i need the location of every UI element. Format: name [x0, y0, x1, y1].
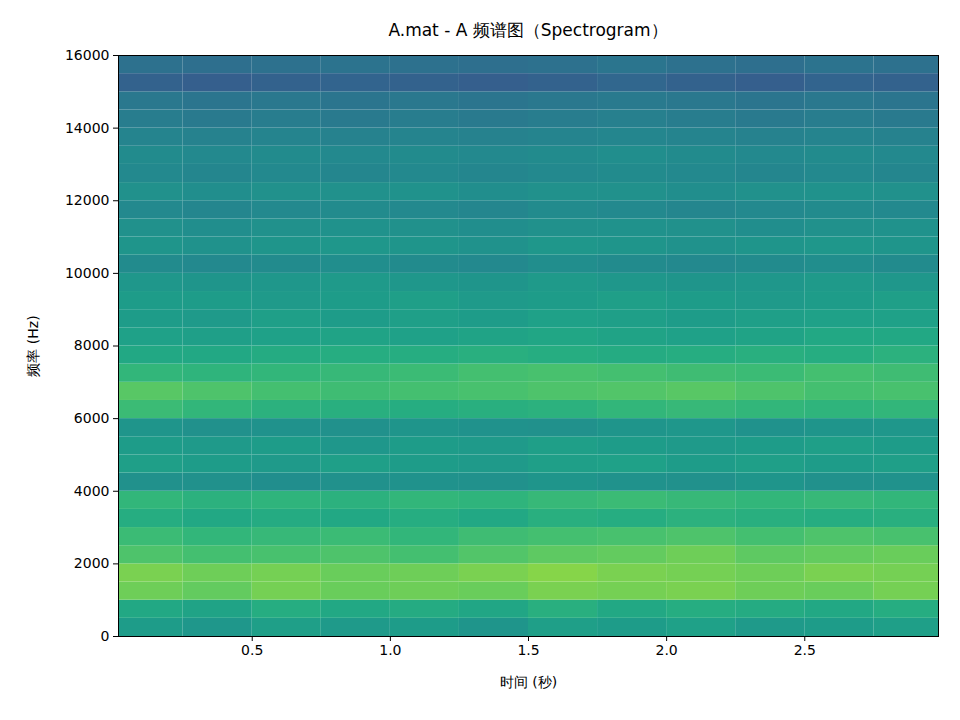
svg-text:4000: 4000 [74, 483, 110, 499]
svg-text:0.5: 0.5 [241, 642, 263, 658]
svg-text:2000: 2000 [74, 555, 110, 571]
svg-text:0: 0 [101, 628, 110, 644]
svg-text:12000: 12000 [65, 192, 110, 208]
svg-text:1.5: 1.5 [517, 642, 539, 658]
svg-text:时间 (秒): 时间 (秒) [500, 674, 557, 690]
svg-text:频率 (Hz): 频率 (Hz) [25, 315, 41, 376]
html-text:A.mat - A 频谱图（Spectrogram）: A.mat - A 频谱图（Spectrogram） [388, 20, 668, 40]
svg-text:14000: 14000 [65, 120, 110, 136]
svg-text:10000: 10000 [65, 265, 110, 281]
svg-text:6000: 6000 [74, 410, 110, 426]
svg-text:2.0: 2.0 [656, 642, 678, 658]
svg-text:1.0: 1.0 [379, 642, 401, 658]
svg-text:2.5: 2.5 [794, 642, 816, 658]
svg-text:16000: 16000 [65, 47, 110, 63]
svg-text:8000: 8000 [74, 337, 110, 353]
